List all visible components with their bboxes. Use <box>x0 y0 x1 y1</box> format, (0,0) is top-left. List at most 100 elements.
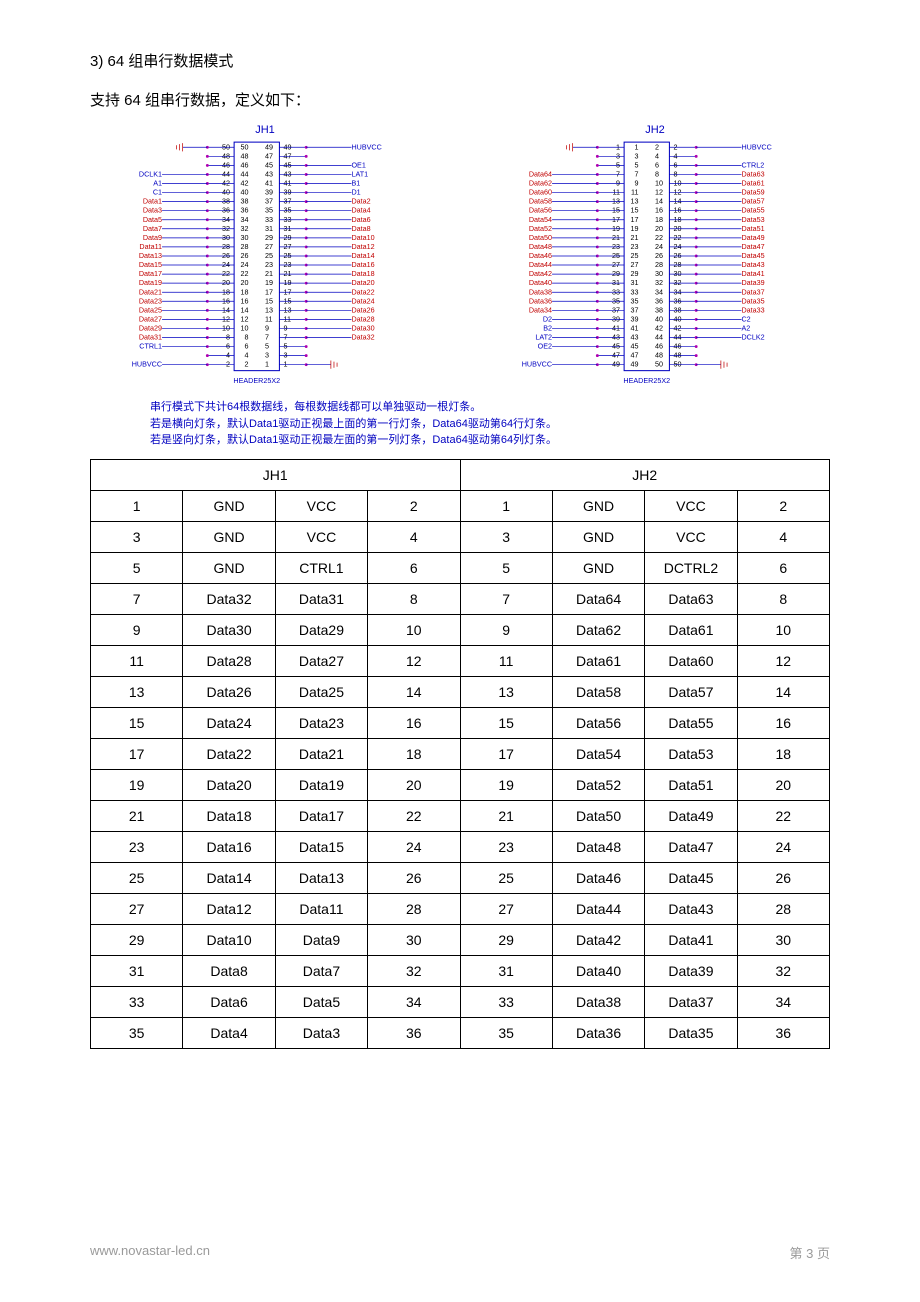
svg-text:Data33: Data33 <box>741 305 764 314</box>
svg-text:7: 7 <box>635 169 639 178</box>
table-cell: Data31 <box>275 583 367 614</box>
svg-text:49: 49 <box>284 142 292 151</box>
table-cell: 29 <box>91 924 183 955</box>
table-cell: 11 <box>91 645 183 676</box>
svg-text:9: 9 <box>635 179 639 188</box>
table-cell: 4 <box>368 521 460 552</box>
table-cell: GND <box>183 490 275 521</box>
table-row: 25Data46Data4526 <box>460 862 830 893</box>
svg-text:24: 24 <box>655 242 663 251</box>
svg-text:49: 49 <box>631 360 639 369</box>
table-cell: Data17 <box>275 800 367 831</box>
table-row: 13Data26Data2514 <box>91 676 461 707</box>
svg-text:Data54: Data54 <box>529 215 552 224</box>
svg-text:36: 36 <box>241 206 249 215</box>
svg-text:13: 13 <box>284 305 292 314</box>
table-cell: Data42 <box>552 924 644 955</box>
table-cell: Data20 <box>183 769 275 800</box>
table-cell: 30 <box>368 924 460 955</box>
svg-text:13: 13 <box>612 197 620 206</box>
svg-text:B2: B2 <box>543 323 552 332</box>
svg-text:D2: D2 <box>543 314 552 323</box>
table-cell: Data27 <box>275 645 367 676</box>
svg-text:42: 42 <box>655 323 663 332</box>
table-cell: 33 <box>91 986 183 1017</box>
table-row: 9Data30Data2910 <box>91 614 461 645</box>
table-cell: 18 <box>368 738 460 769</box>
svg-text:Data15: Data15 <box>139 260 162 269</box>
table-row: 11Data61Data6012 <box>460 645 830 676</box>
svg-text:17: 17 <box>265 287 273 296</box>
svg-text:33: 33 <box>284 215 292 224</box>
svg-text:3: 3 <box>635 151 639 160</box>
table-row: 15Data56Data5516 <box>460 707 830 738</box>
svg-text:19: 19 <box>284 278 292 287</box>
svg-text:34: 34 <box>222 215 230 224</box>
table-cell: 4 <box>737 521 829 552</box>
svg-text:42: 42 <box>674 323 682 332</box>
svg-text:5: 5 <box>635 160 639 169</box>
table-cell: Data52 <box>552 769 644 800</box>
table-header: JH2 <box>460 459 830 490</box>
svg-text:Data36: Data36 <box>529 296 552 305</box>
svg-text:38: 38 <box>674 305 682 314</box>
page-footer: www.novastar-led.cn 第 3 页 <box>90 1243 830 1262</box>
table-cell: 15 <box>91 707 183 738</box>
svg-text:43: 43 <box>631 333 639 342</box>
svg-text:47: 47 <box>631 351 639 360</box>
svg-text:48: 48 <box>241 151 249 160</box>
diagram-jh1: 50495049HUBVCC4847484746454645OE14443444… <box>90 138 440 390</box>
table-cell: 6 <box>368 552 460 583</box>
table-cell: Data38 <box>552 986 644 1017</box>
table-row: 23Data48Data4724 <box>460 831 830 862</box>
svg-text:Data43: Data43 <box>741 260 764 269</box>
svg-text:Data13: Data13 <box>139 251 162 260</box>
svg-text:20: 20 <box>222 278 230 287</box>
svg-text:6: 6 <box>245 342 249 351</box>
svg-text:48: 48 <box>674 351 682 360</box>
svg-text:39: 39 <box>265 188 273 197</box>
table-cell: Data21 <box>275 738 367 769</box>
table-cell: Data37 <box>645 986 737 1017</box>
table-cell: 9 <box>460 614 552 645</box>
table-cell: 21 <box>460 800 552 831</box>
svg-text:Data27: Data27 <box>139 314 162 323</box>
svg-text:Data49: Data49 <box>741 233 764 242</box>
table-cell: 24 <box>737 831 829 862</box>
table-cell: Data24 <box>183 707 275 738</box>
table-row: 33Data38Data3734 <box>460 986 830 1017</box>
svg-text:Data11: Data11 <box>139 242 162 251</box>
svg-text:Data47: Data47 <box>741 242 764 251</box>
svg-text:34: 34 <box>241 215 249 224</box>
svg-text:42: 42 <box>222 179 230 188</box>
table-cell: 36 <box>368 1017 460 1048</box>
svg-text:6: 6 <box>655 160 659 169</box>
svg-text:39: 39 <box>631 314 639 323</box>
table-cell: 36 <box>737 1017 829 1048</box>
table-cell: GND <box>552 490 644 521</box>
svg-text:35: 35 <box>284 206 292 215</box>
svg-text:23: 23 <box>631 242 639 251</box>
svg-text:31: 31 <box>265 224 273 233</box>
svg-text:Data58: Data58 <box>529 197 552 206</box>
table-cell: 35 <box>91 1017 183 1048</box>
svg-text:20: 20 <box>241 278 249 287</box>
table-row: 35Data4Data336 <box>91 1017 461 1048</box>
svg-text:50: 50 <box>655 360 663 369</box>
table-cell: 25 <box>460 862 552 893</box>
svg-text:Data20: Data20 <box>351 278 374 287</box>
svg-text:38: 38 <box>241 197 249 206</box>
svg-text:41: 41 <box>265 179 273 188</box>
svg-text:19: 19 <box>612 224 620 233</box>
svg-text:12: 12 <box>655 188 663 197</box>
svg-text:7: 7 <box>616 169 620 178</box>
table-cell: 11 <box>460 645 552 676</box>
table-cell: VCC <box>645 521 737 552</box>
svg-text:13: 13 <box>631 197 639 206</box>
svg-text:Data21: Data21 <box>139 287 162 296</box>
svg-text:Data37: Data37 <box>741 287 764 296</box>
svg-text:4: 4 <box>245 351 249 360</box>
table-cell: 7 <box>460 583 552 614</box>
table-row: 7Data64Data638 <box>460 583 830 614</box>
svg-text:12: 12 <box>674 188 682 197</box>
